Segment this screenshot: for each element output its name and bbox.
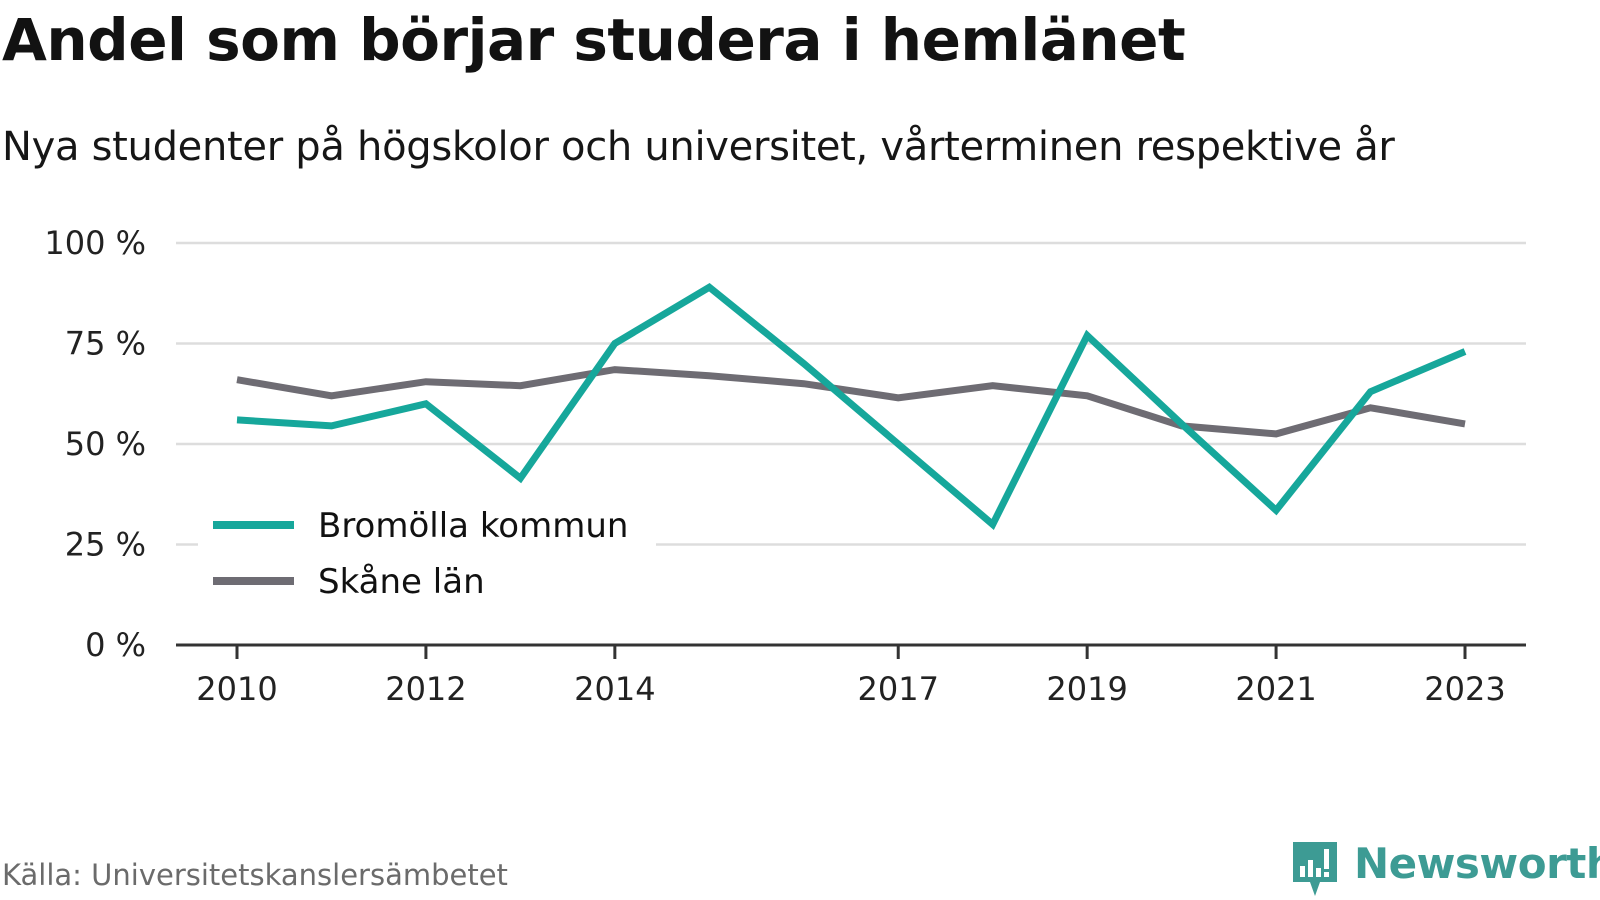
bar-chart-speech-bubble-icon [1293, 842, 1337, 896]
series-line-skane [236, 366, 1466, 438]
y-tick-label: 25 % [65, 526, 146, 564]
logo-text: Newsworthy [1354, 839, 1600, 888]
y-tick-label: 0 % [85, 626, 146, 664]
chart-title: Andel som börjar studera i hemlänet [2, 6, 1186, 74]
line-chart: 0 %25 %50 %75 %100 % 2010 2012 2014 2017 201… [44, 224, 1526, 708]
legend-label: Skåne län [318, 562, 485, 602]
x-axis [176, 643, 1526, 659]
x-tick-label: 2012 [385, 670, 466, 708]
y-tick-label: 75 % [65, 325, 146, 363]
x-tick-label: 2014 [574, 670, 655, 708]
x-tick-label: 2023 [1424, 670, 1505, 708]
y-tick-label: 50 % [65, 425, 146, 463]
x-tick-label: 2021 [1235, 670, 1316, 708]
x-tick-label: 2019 [1046, 670, 1127, 708]
chart-subtitle: Nya studenter på högskolor och universit… [2, 124, 1395, 170]
legend: Bromölla kommun Skåne län [198, 496, 656, 602]
y-axis-labels: 0 % 25 % 50 % 75 % 100 % [44, 224, 146, 664]
newsworthy-logo: Newsworthy [1290, 840, 1600, 900]
x-tick-label: 2010 [196, 670, 277, 708]
series-lines [236, 282, 1467, 530]
y-tick-label: 100 % [44, 224, 146, 262]
x-tick-label: 2017 [858, 670, 939, 708]
legend-label: Bromölla kommun [318, 506, 628, 546]
x-axis-labels: 2010 2012 2014 2017 2019 2021 2023 [196, 670, 1505, 708]
source-note: Källa: Universitetskanslersämbetet [2, 858, 508, 892]
series-line-bromolla [236, 282, 1467, 530]
